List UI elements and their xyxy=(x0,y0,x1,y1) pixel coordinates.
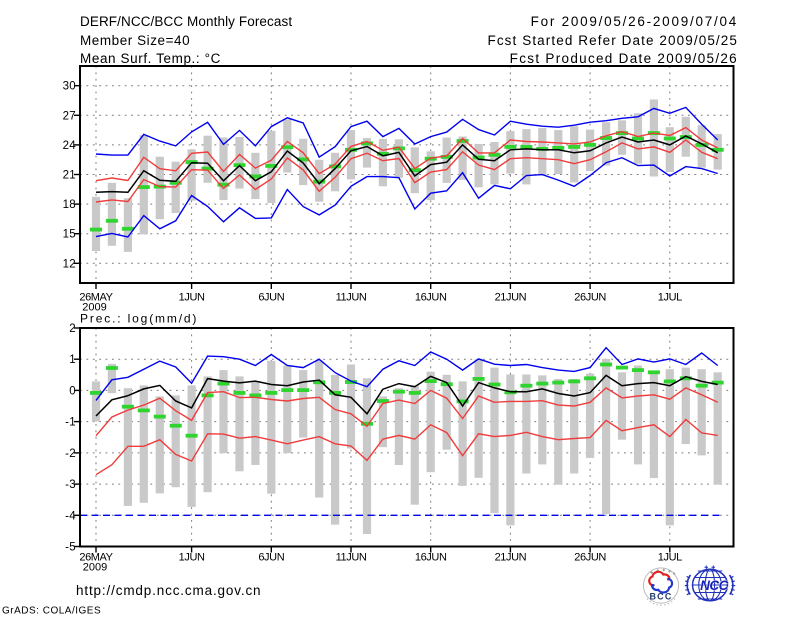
svg-text:Prec.: log(mm/d): Prec.: log(mm/d) xyxy=(80,312,198,326)
svg-text:16JUN: 16JUN xyxy=(415,552,447,564)
svg-text:21: 21 xyxy=(63,170,76,182)
svg-text:1JUL: 1JUL xyxy=(658,552,682,564)
svg-text:-2: -2 xyxy=(65,448,76,460)
svg-text:26MAY: 26MAY xyxy=(79,552,113,564)
svg-text:1JUN: 1JUN xyxy=(179,552,205,564)
svg-text:GrADS: COLA/IGES: GrADS: COLA/IGES xyxy=(2,606,101,617)
svg-text:27: 27 xyxy=(63,110,76,122)
svg-text:26MAY: 26MAY xyxy=(79,292,113,304)
svg-text:-5: -5 xyxy=(65,542,76,554)
svg-text:0: 0 xyxy=(69,385,76,397)
svg-text:-1: -1 xyxy=(65,417,76,429)
svg-text:Member Size=40: Member Size=40 xyxy=(80,33,190,48)
svg-text:DERF/NCC/BCC Monthly Forecast: DERF/NCC/BCC Monthly Forecast xyxy=(80,14,292,29)
svg-text:2009: 2009 xyxy=(83,562,107,574)
svg-text:Mean Surf. Temp.: °C: Mean Surf. Temp.: °C xyxy=(80,51,221,66)
svg-text:26JUN: 26JUN xyxy=(574,552,606,564)
svg-text:NCC: NCC xyxy=(700,578,728,593)
svg-text:16JUN: 16JUN xyxy=(415,292,447,304)
svg-text:21JUN: 21JUN xyxy=(495,552,527,564)
svg-text:6JUN: 6JUN xyxy=(258,552,284,564)
svg-text:30: 30 xyxy=(63,81,76,93)
svg-text:1JUN: 1JUN xyxy=(179,292,205,304)
svg-text:21JUN: 21JUN xyxy=(495,292,527,304)
svg-text:BCC: BCC xyxy=(649,592,672,602)
svg-text:11JUN: 11JUN xyxy=(336,292,367,304)
svg-text:Fcst Produced Date 2009/05/26: Fcst Produced Date 2009/05/26 xyxy=(510,51,738,66)
svg-text:-3: -3 xyxy=(65,479,76,491)
svg-text:6JUN: 6JUN xyxy=(258,292,284,304)
svg-text:15: 15 xyxy=(63,229,76,241)
svg-text:For 2009/05/26-2009/07/04: For 2009/05/26-2009/07/04 xyxy=(531,14,738,29)
svg-text:2009: 2009 xyxy=(82,302,106,314)
svg-text:Fcst Started Refer Date 2009/0: Fcst Started Refer Date 2009/05/25 xyxy=(487,33,738,48)
svg-text:1JUL: 1JUL xyxy=(658,292,682,304)
svg-text:1: 1 xyxy=(69,354,76,366)
svg-text:26JUN: 26JUN xyxy=(574,292,606,304)
svg-text:-4: -4 xyxy=(65,510,76,522)
svg-text:18: 18 xyxy=(63,199,76,211)
svg-text:http://cmdp.ncc.cma.gov.cn: http://cmdp.ncc.cma.gov.cn xyxy=(76,583,261,598)
svg-text:11JUN: 11JUN xyxy=(336,552,367,564)
svg-text:2: 2 xyxy=(69,323,76,335)
svg-text:24: 24 xyxy=(63,140,77,152)
svg-text:12: 12 xyxy=(63,258,76,270)
